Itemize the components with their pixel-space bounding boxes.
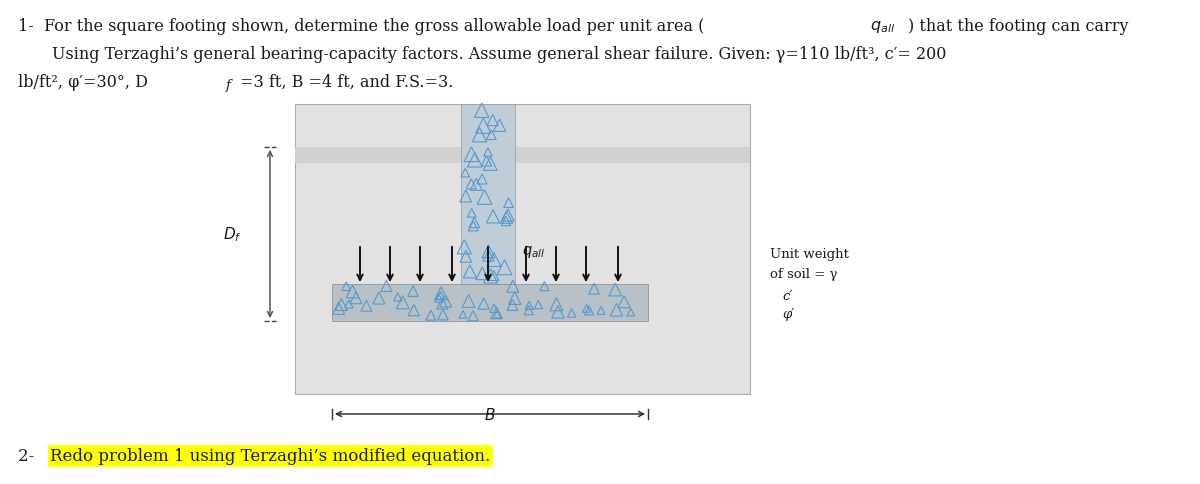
- Text: f: f: [226, 79, 230, 92]
- Bar: [461, 105, 515, 285]
- Bar: [295, 105, 750, 394]
- Text: Redo problem 1 using Terzaghi’s modified equation.: Redo problem 1 using Terzaghi’s modified…: [50, 447, 491, 464]
- Text: $B$: $B$: [485, 406, 496, 422]
- Text: $D_f$: $D_f$: [222, 225, 241, 244]
- Text: $q_{all}$: $q_{all}$: [522, 243, 545, 259]
- Text: ) that the footing can carry: ) that the footing can carry: [908, 18, 1128, 35]
- Text: Unit weight: Unit weight: [770, 247, 848, 260]
- Text: φ′: φ′: [782, 307, 794, 320]
- Text: $q_{all}$: $q_{all}$: [870, 18, 895, 35]
- Text: lb/ft², φ′=30°, D: lb/ft², φ′=30°, D: [18, 74, 148, 91]
- Bar: [295, 148, 750, 164]
- Text: Using Terzaghi’s general bearing-capacity factors. Assume general shear failure.: Using Terzaghi’s general bearing-capacit…: [52, 46, 947, 63]
- Text: 2-: 2-: [18, 447, 40, 464]
- Text: =3 ft, B =4 ft, and F.S.=3.: =3 ft, B =4 ft, and F.S.=3.: [240, 74, 454, 91]
- Text: 1-  For the square footing shown, determine the gross allowable load per unit ar: 1- For the square footing shown, determi…: [18, 18, 704, 35]
- Text: c′: c′: [782, 289, 792, 302]
- Bar: [332, 285, 648, 321]
- Text: of soil = γ: of soil = γ: [770, 268, 838, 280]
